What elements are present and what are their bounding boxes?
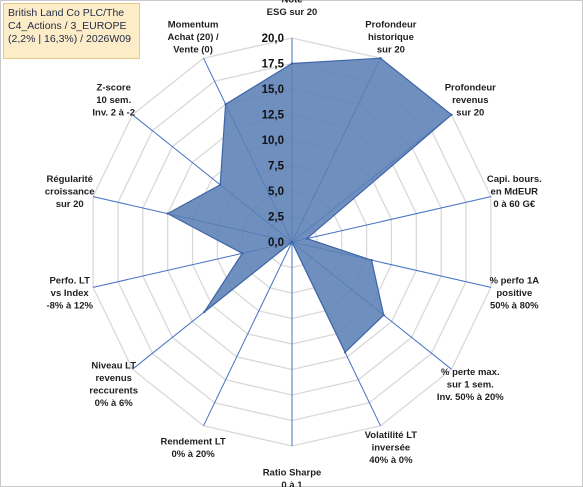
data-point-9 <box>290 240 294 244</box>
axis-label-line: 0 à 1 <box>281 480 303 487</box>
axis-label-line: Profondeur <box>365 19 416 30</box>
axis-label-13: Z-score 10 sem. Inv. 2 à -2 <box>92 83 135 119</box>
axis-label-line: Inv. 50% à 20% <box>437 392 504 403</box>
axis-label-11: Perfo. LT vs Index -8% à 12% <box>46 276 93 312</box>
axis-label-line: Vente (0) <box>173 44 213 55</box>
axis-label-line: Régularité <box>46 174 92 185</box>
tick-label: 5,0 <box>268 186 284 198</box>
data-point-12 <box>166 212 169 215</box>
axis-label-line: Profondeur <box>445 83 496 94</box>
axis-label-line: 40% à 0% <box>369 455 413 466</box>
axis-label-line: sur 20 <box>56 199 84 210</box>
radar-series <box>166 57 453 354</box>
axis-label-line: 10 sem. <box>96 95 131 106</box>
tick-label: 20,0 <box>262 33 284 45</box>
radar-tick-labels: 0,0 2,5 5,0 7,5 10,0 12,5 15,0 17,5 20,0 <box>262 33 285 249</box>
data-point-6 <box>382 313 385 317</box>
tick-label: 0,0 <box>268 237 284 249</box>
axis-label-line: Note <box>281 0 302 6</box>
axis-label-2: Profondeur historique sur 20 <box>365 19 416 55</box>
data-point-4 <box>305 237 309 240</box>
axis-label-line: positive <box>496 288 532 299</box>
axis-label-line: Rendement LT <box>160 436 225 447</box>
axis-label-line: vs Index <box>51 288 90 299</box>
axis-label-line: Volatilité LT <box>365 430 418 441</box>
data-point-13 <box>219 183 222 186</box>
axis-label-line: Niveau LT <box>91 361 136 372</box>
axis-label-line: croissance <box>45 187 95 198</box>
data-point-2 <box>379 57 382 60</box>
chart-title-line-1: British Land Co PLC/The <box>8 7 125 19</box>
axis-label-line: inversée <box>372 443 411 454</box>
axis-label-1: Note ESG sur 20 <box>267 0 318 18</box>
axis-label-12: Régularité croissance sur 20 <box>45 174 95 210</box>
axis-label-line: Achat (20) / <box>167 32 219 43</box>
data-point-11 <box>241 252 244 255</box>
axis-label-line: 0% à 6% <box>95 398 134 409</box>
axis-label-line: revenus <box>452 95 488 106</box>
axis-label-line: Perfo. LT <box>49 276 90 287</box>
data-point-3 <box>450 113 453 117</box>
axis-label-line: % perfo 1A <box>489 276 539 287</box>
axis-label-9: Rendement LT 0% à 20% <box>160 436 225 460</box>
axis-label-line: historique <box>368 32 414 43</box>
axis-label-line: Ratio Sharpe <box>263 468 322 479</box>
tick-label: 17,5 <box>262 59 285 71</box>
tick-label: 10,0 <box>262 135 284 147</box>
data-point-10 <box>203 310 206 314</box>
axis-label-7: Volatilité LT inversée 40% à 0% <box>365 430 418 466</box>
data-point-5 <box>370 259 373 262</box>
axis-label-8: Ratio Sharpe 0 à 1 <box>263 468 322 487</box>
axis-label-4: Capi. bours. en MdEUR 0 à 60 G€ <box>487 174 542 210</box>
tick-label: 15,0 <box>262 84 284 96</box>
data-point-7 <box>343 351 347 354</box>
axis-label-line: 0 à 60 G€ <box>493 199 535 210</box>
axis-label-line: % perte max. <box>441 367 500 378</box>
axis-label-line: en MdEUR <box>491 187 539 198</box>
axis-label-line: sur 20 <box>377 44 405 55</box>
axis-label-line: sur 1 sem. <box>447 379 494 390</box>
axis-label-line: sur 20 <box>456 108 484 119</box>
axis-label-line: Momentum <box>168 19 219 30</box>
axis-label-line: Inv. 2 à -2 <box>92 108 135 119</box>
data-point-14 <box>224 103 227 106</box>
axis-label-3: Profondeur revenus sur 20 <box>445 83 496 119</box>
data-point-1 <box>290 62 294 65</box>
axis-label-14: Momentum Achat (20) / Vente (0) <box>167 19 219 55</box>
axis-label-line: -8% à 12% <box>46 301 93 312</box>
series-area <box>166 57 453 354</box>
axis-label-line: Capi. bours. <box>487 174 542 185</box>
spoke-4 <box>291 196 492 243</box>
tick-label: 7,5 <box>268 161 285 173</box>
axis-label-line: Z-score <box>97 83 131 94</box>
axis-label-line: 0% à 20% <box>171 449 215 460</box>
axis-label-line: reccurents <box>89 386 138 397</box>
axis-label-6: % perte max. sur 1 sem. Inv. 50% à 20% <box>437 367 504 403</box>
axis-label-line: 50% à 80% <box>490 301 539 312</box>
axis-label-10: Niveau LT revenus reccurents 0% à 6% <box>89 361 138 410</box>
chart-title-line-3: (2,2% | 16,3%) / 2026W09 <box>8 33 131 45</box>
axis-label-line: revenus <box>95 373 131 384</box>
chart-title-line-2: C4_Actions / 3_EUROPE <box>8 20 127 32</box>
chart-title: British Land Co PLC/The C4_Actions / 3_E… <box>3 3 140 59</box>
tick-label: 12,5 <box>262 110 285 122</box>
axis-label-5: % perfo 1A positive 50% à 80% <box>489 276 539 312</box>
axis-label-line: ESG sur 20 <box>267 7 318 18</box>
spoke-9 <box>203 241 293 427</box>
tick-label: 2,5 <box>268 212 285 224</box>
